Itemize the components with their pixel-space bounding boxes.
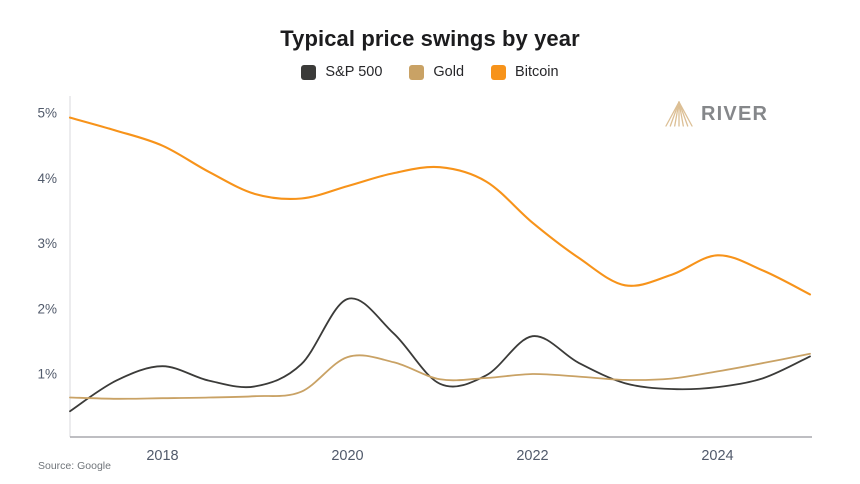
x-tick-label: 2022 (516, 448, 548, 464)
river-logo-icon (665, 101, 693, 127)
x-tick-label: 2024 (701, 448, 733, 464)
series-line-s-p-500 (69, 297, 811, 413)
river-watermark: RIVER (664, 99, 768, 129)
series-line-bitcoin (68, 116, 812, 296)
legend-item-sp500: S&P 500 (301, 64, 382, 80)
legend-item-bitcoin: Bitcoin (491, 64, 559, 80)
bitcoin-swatch (491, 64, 507, 80)
legend-label-gold: Gold (433, 64, 465, 80)
chart-legend: S&P 500 Gold Bitcoin (0, 64, 860, 80)
gold-swatch (409, 64, 425, 80)
y-tick-label: 4% (37, 171, 57, 186)
y-tick-label: 3% (37, 236, 57, 251)
legend-item-gold: Gold (409, 64, 464, 80)
legend-label-sp500: S&P 500 (325, 64, 383, 80)
y-tick-label: 5% (37, 106, 57, 121)
y-tick-label: 2% (37, 301, 57, 316)
chart-title: Typical price swings by year (280, 26, 580, 51)
y-tick-label: 1% (37, 367, 57, 382)
legend-label-bitcoin: Bitcoin (515, 64, 559, 80)
x-tick-label: 2020 (331, 448, 363, 464)
series-line-gold (69, 352, 811, 400)
source-note: Source: Google (38, 460, 111, 472)
river-logo-text: RIVER (701, 102, 769, 125)
x-tick-label: 2018 (146, 448, 178, 464)
sp500-swatch (301, 64, 317, 80)
